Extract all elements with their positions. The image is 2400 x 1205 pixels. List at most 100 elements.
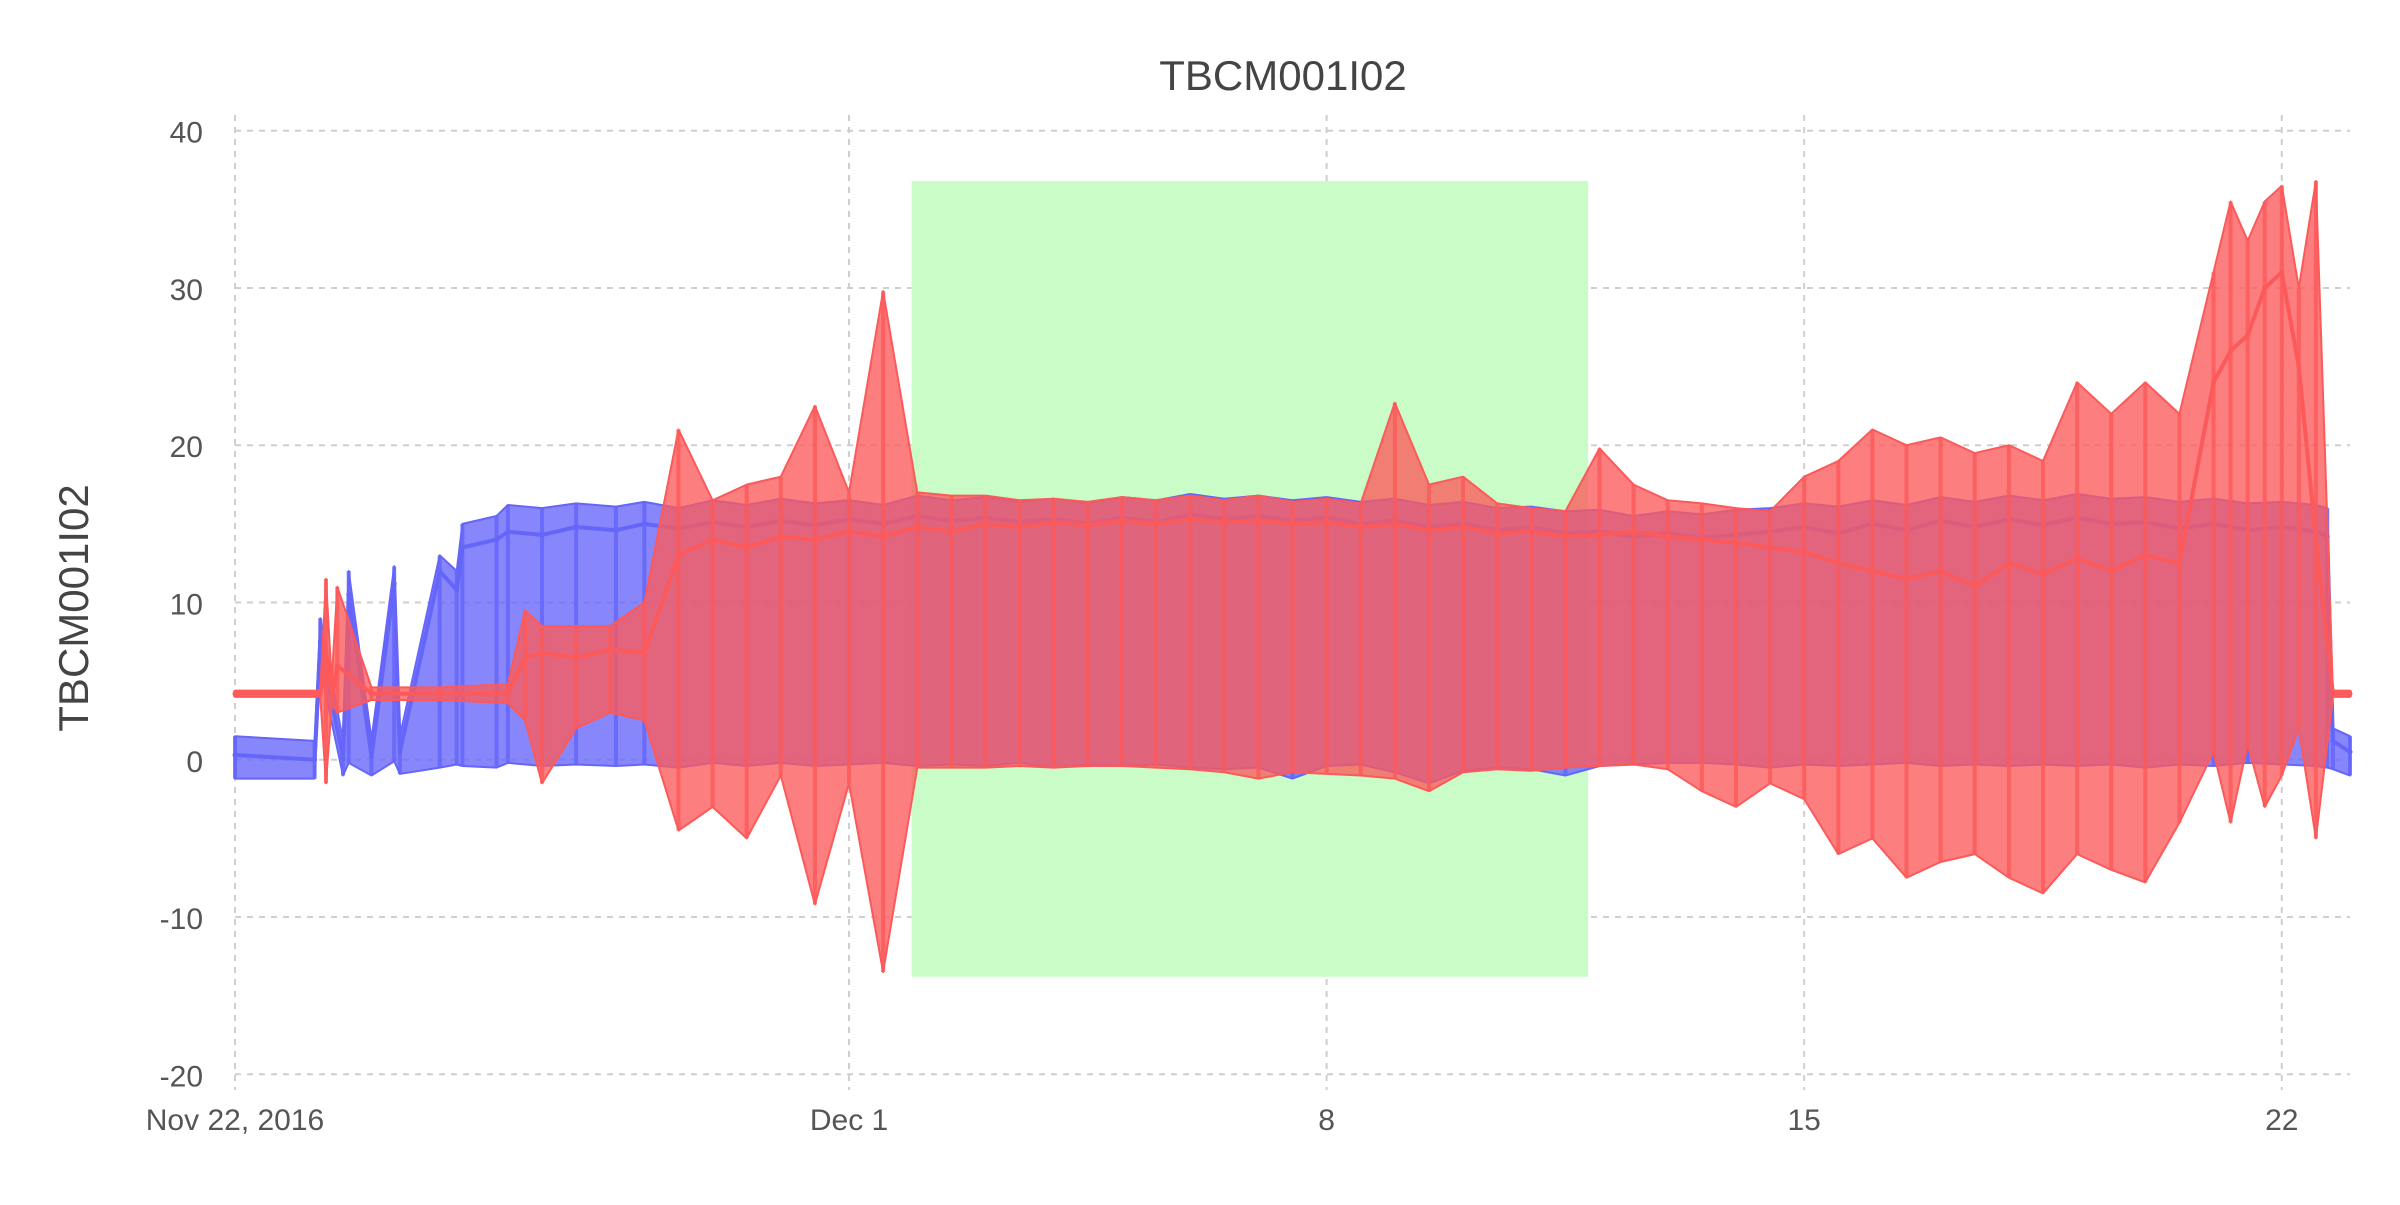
series-1-point <box>397 749 403 755</box>
series-2-point <box>710 537 716 543</box>
series-2-point <box>2313 537 2319 543</box>
series-2-point <box>948 529 954 535</box>
series-2-point <box>573 655 579 661</box>
series-1-point <box>505 529 511 535</box>
series-2-point <box>2142 552 2148 558</box>
series-1-point <box>573 524 579 530</box>
chart-title: TBCM001I02 <box>1159 52 1406 99</box>
series-1-point <box>641 521 647 527</box>
series-2-point <box>323 647 329 653</box>
series-2-point <box>1324 519 1330 525</box>
series-2-point <box>1085 522 1091 528</box>
series-2-point <box>2347 691 2353 697</box>
series-1-point <box>232 752 238 758</box>
series-1-point <box>312 757 318 763</box>
series-1-point <box>391 581 397 587</box>
y-axis-title: TBCM001I02 <box>50 484 97 731</box>
series-2-point <box>982 521 988 527</box>
series-2-point <box>1665 533 1671 539</box>
series-2-point <box>675 552 681 558</box>
series-1-point <box>346 592 352 598</box>
series-2-point <box>2040 571 2046 577</box>
series-2-point <box>1392 521 1398 527</box>
series-2-point <box>2228 348 2234 354</box>
series-1-point <box>340 755 346 761</box>
series-2-point <box>914 524 920 530</box>
x-tick-label: Nov 22, 2016 <box>146 1104 324 1137</box>
series-2-point <box>1631 529 1637 535</box>
series-2-point <box>539 650 545 656</box>
series-2-point <box>1221 519 1227 525</box>
series-2-point <box>1119 518 1125 524</box>
series-2-point <box>1938 568 1944 574</box>
series-2-point <box>2279 269 2285 275</box>
series-2-point <box>846 529 852 535</box>
series-1-point <box>494 537 500 543</box>
series-2 <box>232 180 2353 974</box>
series-2-point <box>1562 533 1568 539</box>
series-2-point <box>1460 524 1466 530</box>
series-2-point <box>368 691 374 697</box>
series-2-point <box>1597 532 1603 538</box>
series-2-point <box>1187 516 1193 522</box>
x-tick-label: 22 <box>2265 1104 2298 1137</box>
series-2-point <box>1255 518 1261 524</box>
series-2-point <box>232 691 238 697</box>
series-1-point <box>437 568 443 574</box>
series-1-point <box>613 527 619 533</box>
series-2-point <box>1051 519 1057 525</box>
y-tick-label: -10 <box>160 903 203 936</box>
series-2-point <box>1904 576 1910 582</box>
series-2-point <box>2296 364 2302 370</box>
series-2-point <box>778 533 784 539</box>
series-2-point <box>1972 584 1978 590</box>
series-2-point <box>437 691 443 697</box>
series-2-point <box>1767 544 1773 550</box>
x-tick-label: Dec 1 <box>810 1104 888 1137</box>
series-2-point <box>607 647 613 653</box>
series-1-point <box>539 532 545 538</box>
series-2-point <box>317 691 323 697</box>
series-2-point <box>1290 521 1295 527</box>
y-tick-label: 30 <box>170 274 203 307</box>
series-1-point <box>2330 738 2336 744</box>
series-1-point <box>368 754 374 760</box>
series-2-point <box>1017 524 1023 530</box>
y-tick-label: -20 <box>160 1060 203 1093</box>
series-2-point <box>2176 560 2182 566</box>
series-2-point <box>1801 549 1807 555</box>
series-2-point <box>880 533 886 539</box>
series-2-point <box>2006 560 2012 566</box>
series-2-point <box>2108 568 2114 574</box>
y-tick-label: 20 <box>170 431 203 464</box>
series-2-point <box>2330 691 2336 697</box>
series-2-point <box>1494 530 1500 536</box>
series-2-point <box>2074 555 2080 561</box>
series-2-point <box>2262 285 2268 291</box>
series-2-point <box>1528 529 1534 535</box>
series-2-point <box>329 694 335 700</box>
series-2-point <box>1426 527 1432 533</box>
series-1-point <box>2347 749 2353 755</box>
y-tick-label: 40 <box>170 117 203 150</box>
series-2-point <box>1835 560 1841 566</box>
series-1-point <box>317 639 323 645</box>
series-1-point <box>454 587 460 593</box>
series-2-point <box>522 655 528 661</box>
series-2-point <box>744 544 750 550</box>
series-2-point <box>1358 524 1364 530</box>
series-2-point <box>641 650 647 656</box>
series-layer <box>232 180 2353 974</box>
series-2-point <box>1733 540 1739 546</box>
series-2-point <box>334 662 340 668</box>
series-2-point <box>505 691 511 697</box>
series-2-point <box>1869 568 1875 574</box>
axis-layer: -20 -10 0 10 20 30 40 Nov 22, 2016 Dec 1 8 15 22 <box>146 117 2299 1137</box>
series-2-point <box>1699 537 1705 543</box>
y-tick-label: 10 <box>170 589 203 622</box>
series-2-point <box>2245 332 2251 338</box>
series-2-point <box>2211 379 2217 385</box>
series-2-point <box>812 537 818 543</box>
